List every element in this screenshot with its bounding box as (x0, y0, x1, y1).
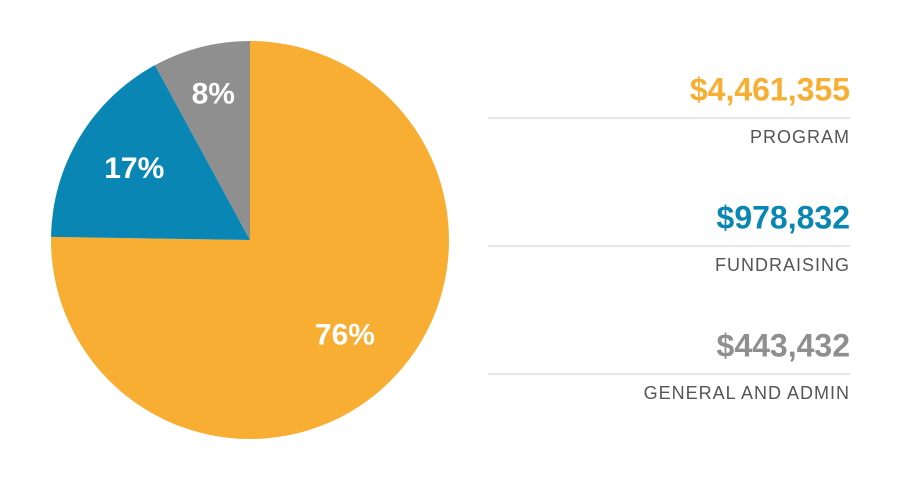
category-label: GENERAL AND ADMIN (644, 383, 850, 403)
pie-slice (51, 65, 251, 240)
amount-label: $443,432 (717, 327, 850, 363)
category-label: FUNDRAISING (715, 255, 850, 275)
amount-label: $4,461,355 (690, 71, 850, 107)
slice-label: 17% (104, 152, 164, 185)
amount-label: $978,832 (717, 199, 850, 235)
pie-slice (155, 41, 250, 240)
slice-label: 8% (192, 77, 235, 110)
category-label: PROGRAM (750, 127, 850, 147)
slice-label: 76% (315, 318, 375, 351)
